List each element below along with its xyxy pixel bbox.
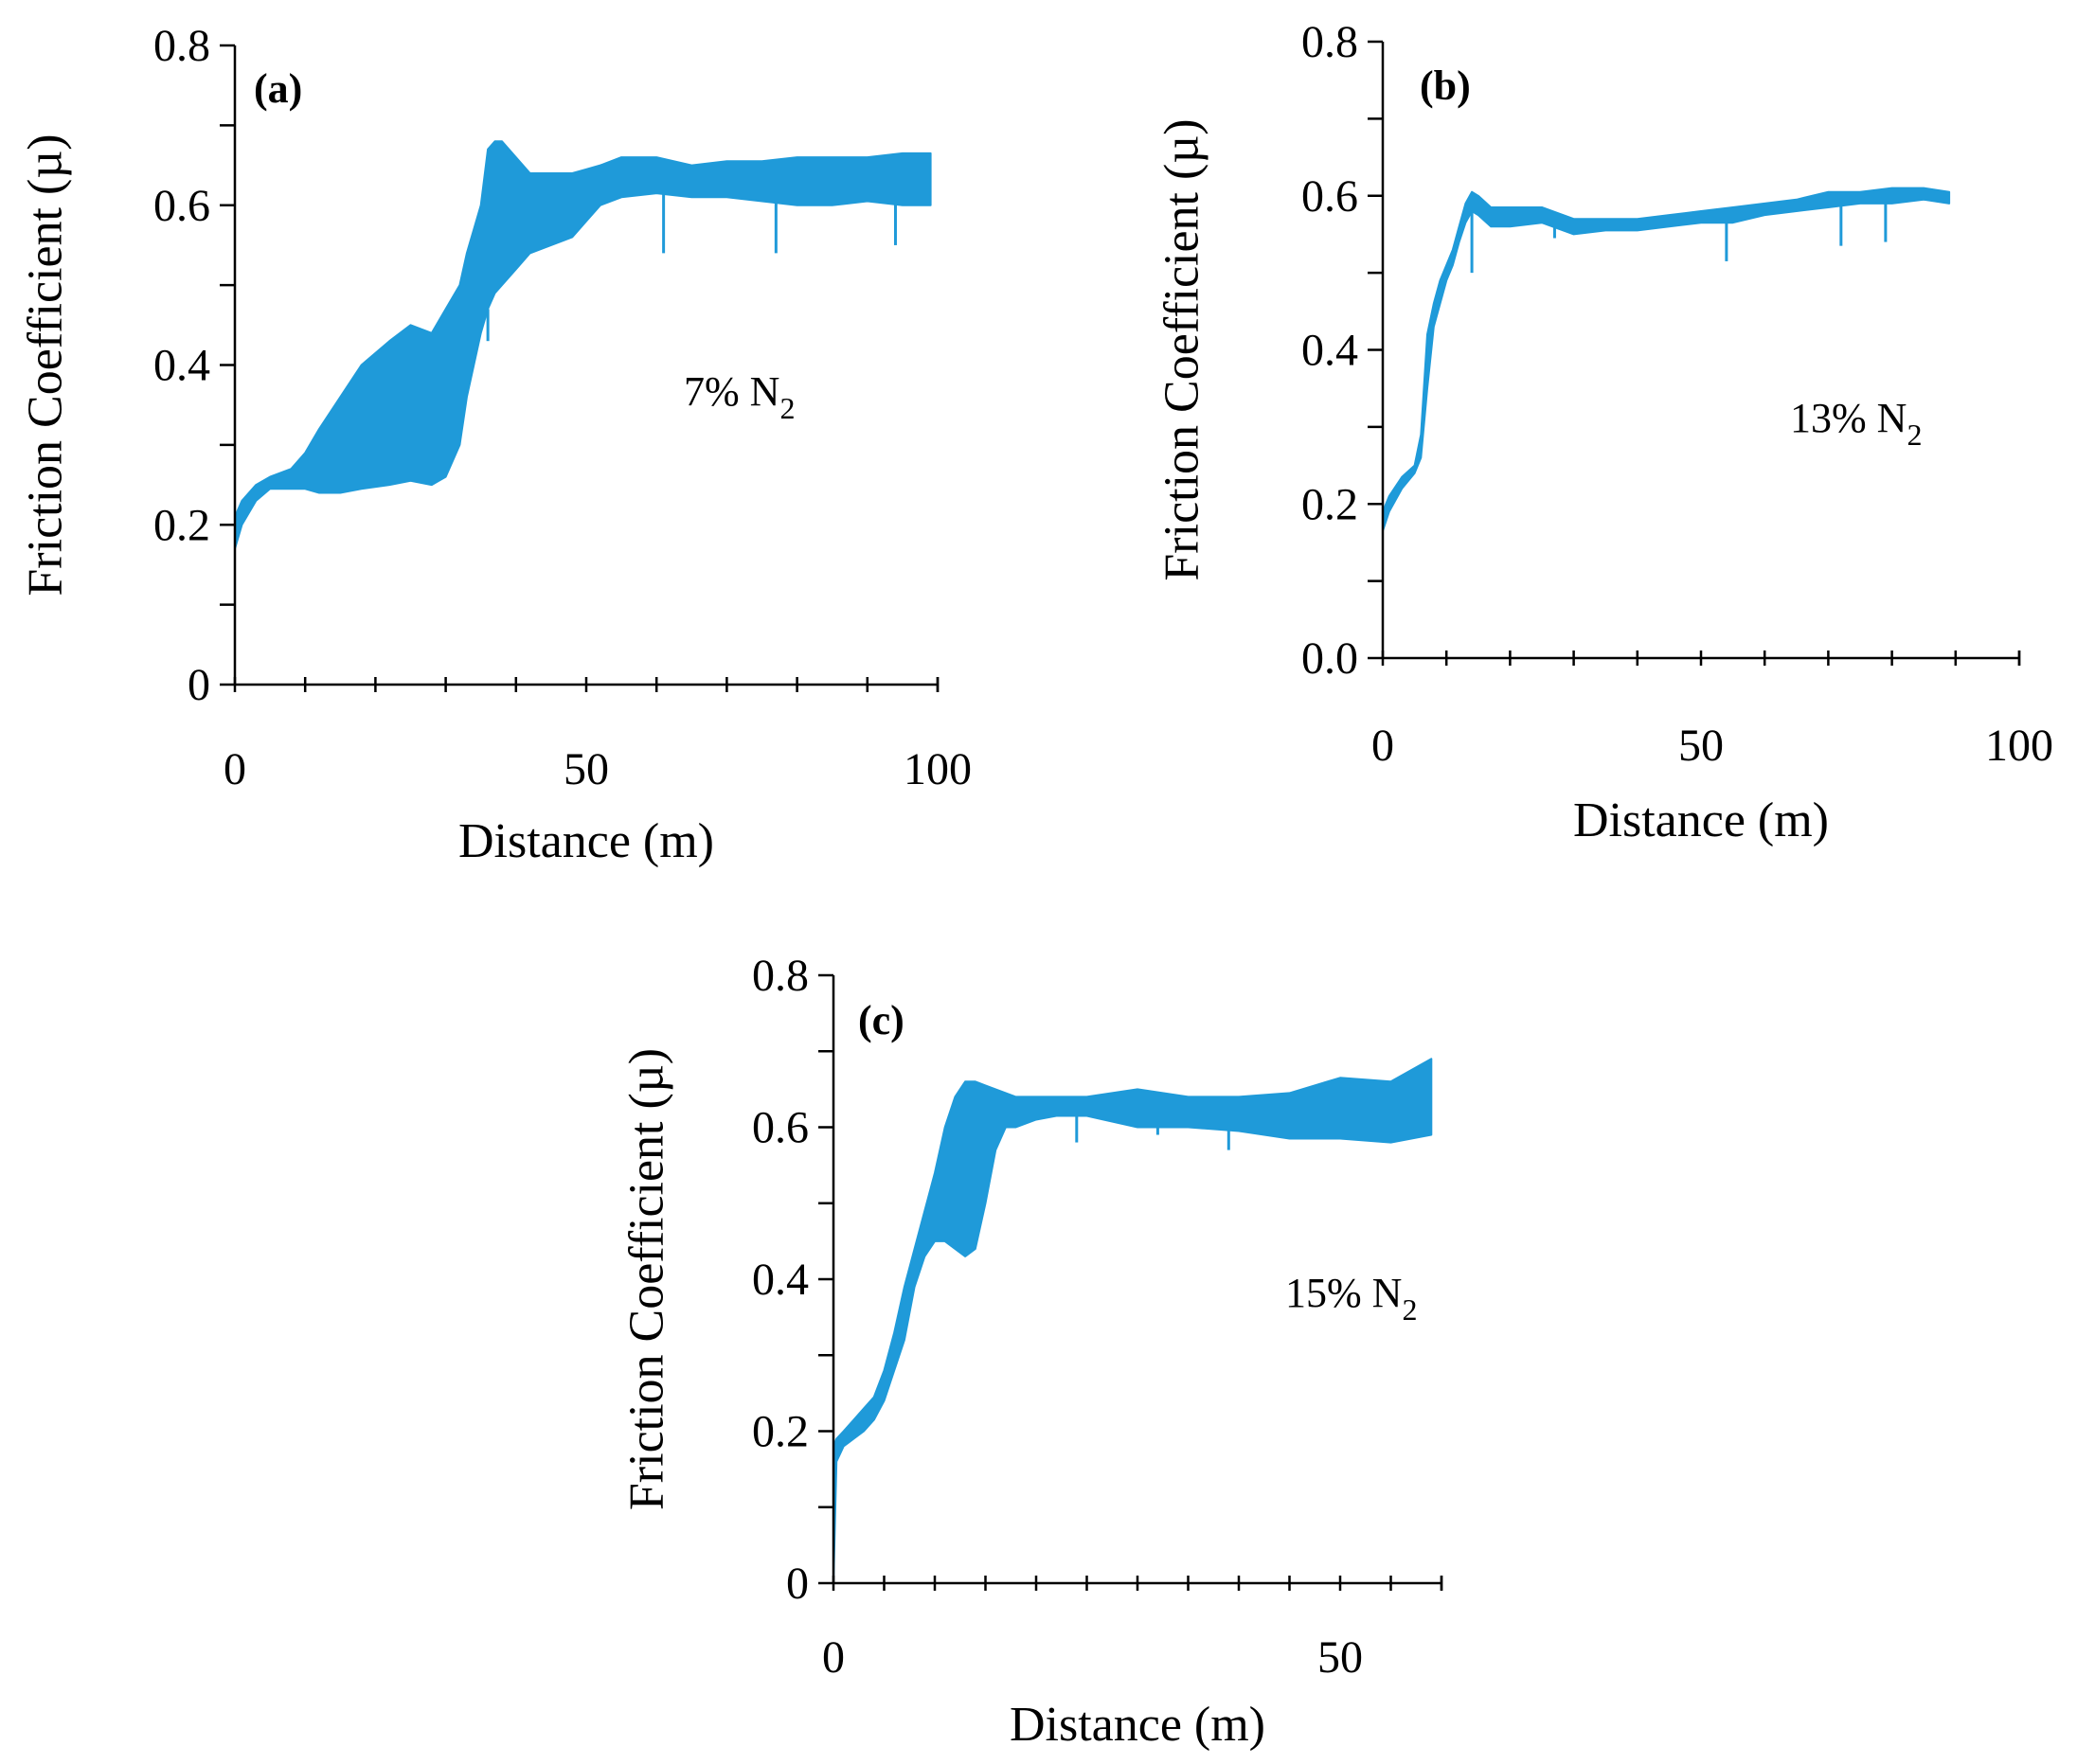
y-tick-label: 0.2 (153, 500, 210, 550)
x-axis-title: Distance (m) (1573, 793, 1829, 847)
x-tick-label: 50 (1678, 721, 1724, 771)
chart-panel-a: 0 0.2 0.4 0.6 0.8 0 50 100 Distance (m) Friction … (19, 21, 973, 868)
y-tick-label: 0.6 (1301, 171, 1358, 222)
chart-panel-b: 0.0 0.2 0.4 0.6 0.8 0 50 100 Distance (m) Frictio… (1155, 17, 2054, 847)
y-tick-label: 0.4 (1301, 326, 1358, 376)
chart-panel-c: 0 0.2 0.4 0.6 0.8 0 50 Distance (m) Friction Coe… (620, 951, 1443, 1752)
y-tick-label: 0.8 (752, 951, 809, 1001)
annotation-subscript: 2 (1907, 418, 1922, 452)
annotation-text: 7% N (684, 368, 779, 415)
x-tick-label: 0 (1371, 721, 1394, 771)
annotation-text: 13% N (1790, 395, 1907, 441)
y-tick-label: 0.6 (153, 181, 210, 231)
x-tick-label: 100 (904, 744, 972, 794)
y-tick-label: 0.0 (1301, 633, 1358, 684)
x-axis-title: Distance (m) (458, 814, 714, 868)
y-tick-label: 0.2 (752, 1407, 809, 1457)
y-axis-title: Friction Coefficient (µ) (620, 1048, 674, 1510)
x-tick-label: 50 (564, 744, 609, 794)
panel-label: (c) (858, 997, 904, 1043)
series-annotation: 13% N2 (1790, 395, 1922, 452)
x-tick-label: 0 (224, 744, 246, 794)
annotation-text: 15% N (1285, 1270, 1402, 1316)
series-band-1 (833, 1058, 1433, 1584)
x-tick-label: 0 (822, 1632, 845, 1683)
series-band-1 (1382, 187, 1951, 532)
series-annotation: 7% N2 (684, 368, 795, 425)
y-tick-label: 0.8 (1301, 17, 1358, 67)
y-tick-label: 0.4 (153, 341, 210, 391)
y-tick-label: 0.4 (752, 1255, 809, 1305)
y-tick-label: 0 (786, 1559, 809, 1609)
x-axis-title: Distance (m) (1010, 1698, 1265, 1752)
y-axis-title: Friction Coefficient (µ) (19, 134, 73, 596)
y-tick-label: 0.6 (752, 1103, 809, 1153)
y-tick-label: 0 (188, 660, 210, 710)
x-tick-label: 50 (1317, 1632, 1363, 1683)
series-annotation: 15% N2 (1285, 1270, 1417, 1327)
panel-label: (b) (1420, 62, 1471, 109)
y-tick-label: 0.2 (1301, 479, 1358, 529)
annotation-subscript: 2 (779, 391, 795, 425)
y-tick-label: 0.8 (153, 21, 210, 71)
panel-label: (a) (254, 65, 302, 112)
y-axis-title: Friction Coefficient (µ) (1155, 118, 1209, 580)
series-band-1 (234, 140, 932, 550)
annotation-subscript: 2 (1402, 1292, 1417, 1327)
x-tick-label: 100 (1985, 721, 2053, 771)
